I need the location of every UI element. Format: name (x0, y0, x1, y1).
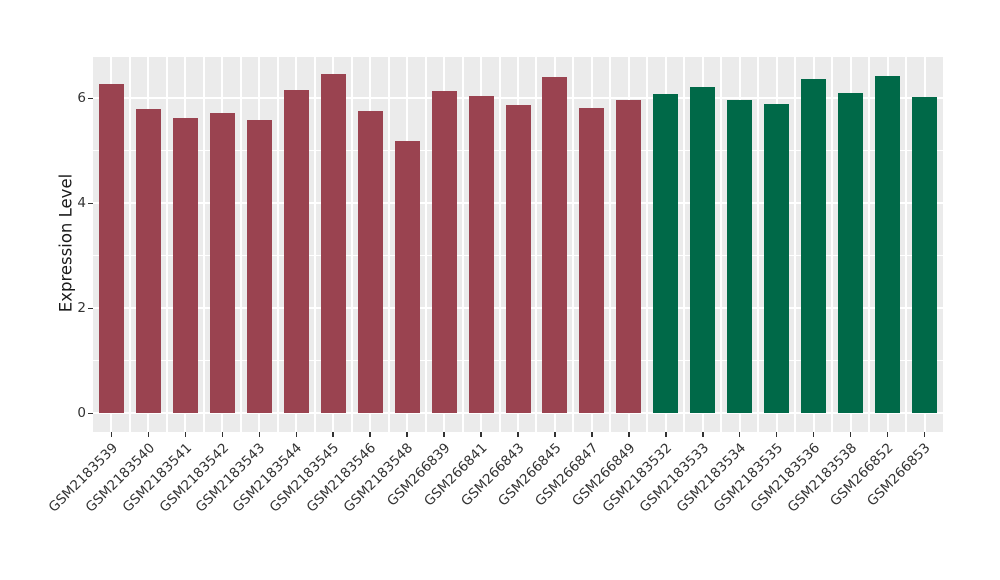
vertical-gridline (239, 57, 242, 432)
x-tick (812, 432, 815, 437)
x-tick (110, 432, 113, 437)
vertical-gridline (905, 57, 908, 432)
bar-GSM266852 (875, 76, 901, 414)
bar-GSM2183543 (246, 120, 272, 414)
bar-GSM266845 (542, 76, 568, 414)
vertical-gridline (350, 57, 353, 432)
x-tick (332, 432, 334, 437)
vertical-gridline (683, 57, 686, 432)
vertical-gridline (609, 57, 612, 432)
x-tick (221, 432, 224, 437)
vertical-gridline (276, 57, 279, 432)
vertical-gridline (535, 57, 538, 432)
x-tick (480, 432, 482, 437)
bar-GSM2183532 (653, 94, 679, 414)
x-tick (554, 432, 556, 437)
plot-panel (93, 57, 943, 432)
bar-GSM2183535 (764, 103, 790, 414)
vertical-gridline (794, 57, 797, 432)
bar-GSM2183542 (209, 113, 235, 414)
vertical-gridline (646, 57, 649, 432)
x-tick (443, 432, 445, 437)
vertical-gridline (498, 57, 501, 432)
bar-GSM2183544 (283, 90, 309, 414)
x-tick (147, 432, 150, 437)
bar-GSM2183534 (727, 99, 753, 414)
y-tick (88, 97, 93, 100)
vertical-gridline (461, 57, 464, 432)
x-tick (886, 432, 889, 437)
vertical-gridline (424, 57, 427, 432)
vertical-gridline (720, 57, 723, 432)
vertical-gridline (313, 57, 316, 432)
x-tick (369, 432, 371, 437)
bar-GSM2183536 (801, 78, 827, 414)
bar-GSM2183540 (135, 108, 161, 414)
y-tick-label: 0 (77, 405, 86, 422)
y-tick-label: 4 (77, 195, 86, 212)
vertical-gridline (202, 57, 205, 432)
x-tick (258, 432, 261, 437)
vertical-gridline (757, 57, 760, 432)
x-tick (591, 432, 593, 437)
x-tick (923, 432, 926, 437)
bar-GSM2183546 (357, 111, 383, 414)
bar-GSM2183545 (320, 74, 346, 414)
vertical-gridline (572, 57, 575, 432)
y-tick (88, 412, 93, 415)
bar-GSM266847 (579, 108, 605, 414)
bar-GSM2183538 (838, 93, 864, 414)
vertical-gridline (868, 57, 871, 432)
x-tick (738, 432, 741, 437)
bar-GSM266849 (616, 99, 642, 414)
y-tick-label: 6 (77, 90, 86, 107)
vertical-gridline (831, 57, 834, 432)
bar-GSM266841 (468, 96, 494, 414)
x-tick (665, 432, 667, 437)
x-tick (849, 432, 852, 437)
x-tick (775, 432, 778, 437)
major-gridline (93, 412, 943, 415)
vertical-gridline (165, 57, 168, 432)
x-tick (406, 432, 408, 437)
x-tick (628, 432, 630, 437)
vertical-gridline (128, 57, 131, 432)
bar-GSM2183533 (690, 86, 716, 414)
y-axis-title: Expression Level (56, 173, 76, 313)
bar-GSM266839 (431, 91, 457, 414)
x-tick (295, 432, 297, 437)
bar-GSM2183541 (172, 118, 198, 414)
y-tick (88, 202, 93, 205)
bar-GSM2183548 (394, 141, 420, 414)
y-tick-label: 2 (77, 300, 86, 317)
x-tick (184, 432, 187, 437)
bar-GSM2183539 (98, 84, 124, 414)
bar-GSM266843 (505, 104, 531, 414)
x-tick (702, 432, 704, 437)
vertical-gridline (387, 57, 390, 432)
major-gridline (93, 97, 943, 100)
y-tick (88, 307, 93, 310)
bar-GSM266853 (912, 97, 938, 414)
x-tick (517, 432, 519, 437)
